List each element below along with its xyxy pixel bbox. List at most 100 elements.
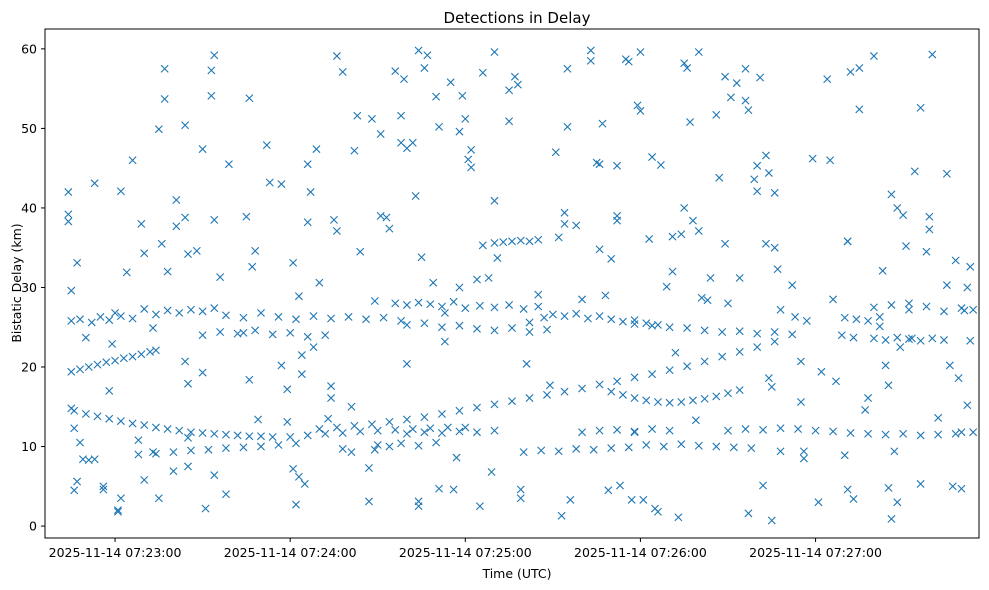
data-point-marker [508,397,516,406]
data-point-marker [519,304,528,313]
data-point-marker [221,430,230,439]
x-tick-label: 2025-11-14 07:23:00 [49,545,182,560]
data-point-marker [353,111,362,120]
data-point-marker [356,247,365,256]
data-point-marker [327,394,336,403]
data-point-marker [875,322,884,331]
x-axis-title: Time (UTC) [481,566,551,581]
data-point-marker [96,312,105,321]
y-axis-title: Bistatic Delay (km) [9,223,24,342]
data-point-marker [87,318,96,327]
data-point-marker [414,441,423,450]
data-point-marker [817,367,826,376]
data-point-marker [461,304,470,313]
data-point-marker [595,160,604,169]
data-point-marker [808,154,817,163]
data-point-marker [928,50,937,59]
data-point-marker [721,72,730,81]
data-point-marker [942,281,951,290]
data-point-marker [201,504,210,513]
data-point-marker [81,333,90,342]
axis-ticks: 2025-11-14 07:23:00 2025-11-14 07:24:00 20… [21,41,882,560]
data-point-marker [697,293,706,302]
data-point-marker [437,409,446,418]
data-point-marker [916,479,925,488]
data-point-marker [186,446,195,455]
data-point-marker [113,506,122,515]
data-point-marker [969,428,978,437]
data-point-marker [604,486,613,495]
data-point-marker [105,316,114,325]
data-point-marker [303,431,312,440]
data-point-marker [849,333,858,342]
data-point-marker [881,335,890,344]
data-point-marker [513,80,522,89]
data-point-marker [382,213,391,222]
data-point-marker [455,427,464,436]
data-point-marker [292,500,301,509]
data-point-marker [370,297,379,305]
data-point-marker [461,423,470,432]
data-point-marker [391,425,400,434]
data-point-marker [402,415,411,424]
data-point-marker [175,426,184,435]
data-point-marker [186,428,195,437]
data-point-marker [665,366,674,375]
data-point-marker [776,424,785,433]
data-point-marker [262,141,271,150]
data-point-marker [309,312,318,321]
data-point-marker [554,447,563,456]
data-point-marker [826,156,835,165]
data-point-marker [134,436,143,445]
data-point-marker [613,216,622,225]
data-point-marker [303,160,312,169]
data-point-marker [899,429,908,438]
data-point-marker [449,485,458,494]
data-point-marker [864,429,873,438]
data-point-marker [922,302,931,311]
data-point-marker [216,328,225,337]
data-point-marker [154,494,163,503]
data-point-marker [440,308,449,317]
data-point-marker [490,196,499,205]
data-point-marker [875,312,884,321]
data-point-marker [292,315,301,324]
data-point-marker [490,238,499,247]
data-point-marker [181,213,190,222]
data-point-marker [887,514,896,523]
data-point-marker [402,359,411,368]
data-point-marker [277,361,286,370]
data-point-marker [543,325,552,334]
data-point-marker [332,227,341,235]
data-point-marker [659,442,668,451]
data-point-marker [648,425,657,434]
data-point-marker [472,428,481,437]
data-point-marker [198,429,207,438]
data-point-marker [254,415,263,424]
data-point-marker [881,361,890,370]
data-point-marker [957,484,966,493]
data-point-marker [116,494,125,503]
data-point-marker [490,426,499,435]
data-point-marker [849,495,858,504]
data-point-marker [586,56,595,65]
data-point-marker [70,424,79,433]
data-point-marker [963,401,972,410]
data-point-marker [601,291,610,300]
data-point-marker [245,94,254,103]
data-point-marker [869,303,878,312]
data-point-marker [723,389,732,398]
data-point-marker [633,101,642,110]
data-point-marker [490,326,499,335]
data-point-marker [402,429,411,438]
data-point-marker [73,258,82,267]
data-point-marker [776,447,785,456]
data-point-marker [181,357,190,366]
data-point-marker [843,237,852,246]
data-point-marker [478,68,487,77]
data-point-marker [149,448,157,457]
data-point-marker [414,497,423,506]
data-point-marker [770,243,779,252]
data-point-marker [890,447,899,456]
